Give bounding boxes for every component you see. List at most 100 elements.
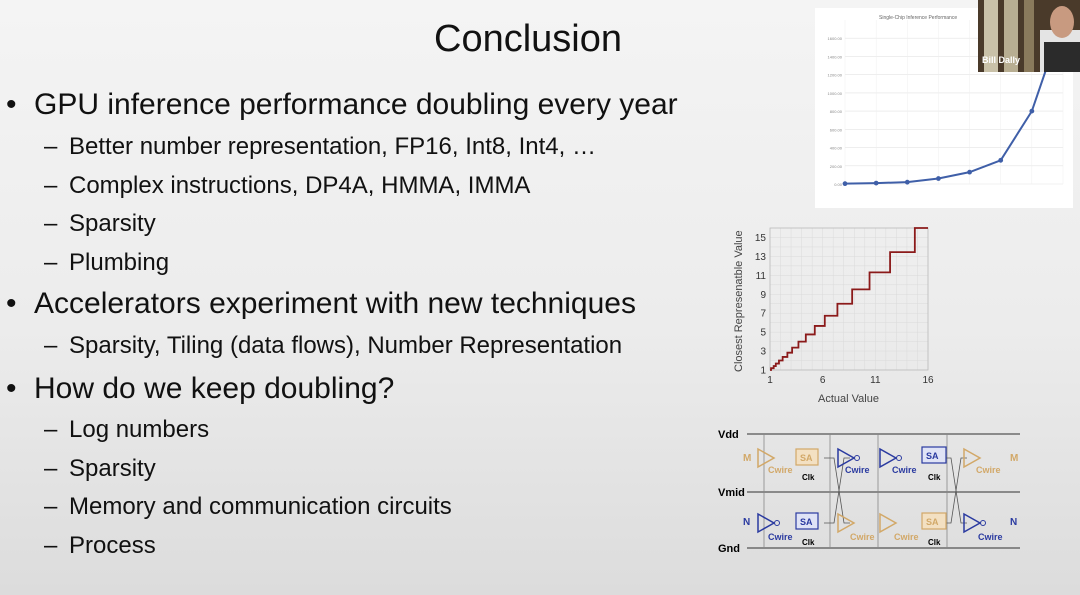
rail-label-vmid: Vmid <box>718 487 745 499</box>
clock-label: Clk <box>928 538 941 547</box>
wire-cap-label: Cwire <box>894 532 919 542</box>
clock-label: Clk <box>802 473 815 482</box>
circuit-diagram: Vdd Vmid Gnd M M N N Cwire SA Clk Cwire C… <box>712 418 1024 563</box>
sense-amp-label: SA <box>800 517 813 527</box>
log-y-tick: 15 <box>755 233 767 244</box>
signal-label-n-left: N <box>743 517 750 528</box>
wire-cap-label: Cwire <box>850 532 875 542</box>
circuit-svg: Vdd Vmid Gnd M M N N Cwire SA Clk Cwire C… <box>718 429 1020 555</box>
wire-cap-label: Cwire <box>976 465 1001 475</box>
log-plot-frame <box>769 227 929 371</box>
rail-label-gnd: Gnd <box>718 543 740 555</box>
rail-label-vdd: Vdd <box>718 429 739 441</box>
perf-y-tick: 0.00 <box>834 182 843 187</box>
perf-point <box>1029 108 1035 114</box>
log-y-tick: 13 <box>755 252 767 263</box>
perf-point <box>936 176 941 181</box>
sub-bullet-item: – Sparsity, Tiling (data flows), Number R… <box>44 332 623 359</box>
sub-bullet-item: – Plumbing <box>44 249 170 276</box>
sub-bullet-text: Better number representation, FP16, Int8… <box>69 133 596 160</box>
bullet-item: • How do we keep doubling? <box>6 372 394 406</box>
log-x-tick: 6 <box>820 375 826 386</box>
bullet-text: GPU inference performance doubling every… <box>34 88 678 121</box>
bullet-item: • GPU inference performance doubling ever… <box>6 88 678 122</box>
log-chart-xlabel: Actual Value <box>818 393 879 405</box>
driver-icon: Cwire <box>963 512 1003 542</box>
log-y-tick: 1 <box>760 366 766 377</box>
perf-y-tick: 200.00 <box>830 164 843 169</box>
slide-title: Conclusion <box>434 18 622 60</box>
driver-icon: Cwire <box>837 447 870 475</box>
sub-bullet-text: Plumbing <box>69 249 170 276</box>
log-y-tick: 3 <box>760 347 766 358</box>
sense-amp-icon: SA Clk <box>795 448 819 482</box>
wire-cap-label: Cwire <box>845 465 870 475</box>
clock-label: Clk <box>802 538 815 547</box>
perf-point <box>998 157 1004 163</box>
bullet-text: Accelerators experiment with new techniq… <box>34 287 636 320</box>
sub-bullet-item: – Log numbers <box>44 416 210 443</box>
bullet-dot-icon: • <box>6 372 17 405</box>
bullet-text: How do we keep doubling? <box>34 372 395 405</box>
perf-y-tick: 1400.00 <box>828 54 843 59</box>
signal-label-m-left: M <box>743 453 751 464</box>
bullet-dot-icon: • <box>6 88 17 121</box>
sense-amp-label: SA <box>800 453 813 463</box>
perf-y-tick: 400.00 <box>830 146 843 151</box>
sub-bullet-text: Log numbers <box>69 416 210 443</box>
log-series-line <box>770 227 928 371</box>
speaker-name: Bill Dally <box>982 55 1021 65</box>
driver-icon: Cwire <box>879 512 919 542</box>
speaker-video-frame <box>978 0 1080 72</box>
log-number-svg: Closest Represenatble Value Actual Value… <box>733 227 934 405</box>
perf-y-tick: 1200.00 <box>828 73 843 78</box>
speaker-video[interactable]: Bill Dally <box>978 0 1080 72</box>
perf-point <box>904 179 910 185</box>
wire-cap-label: Cwire <box>892 465 917 475</box>
sub-bullet-item: – Sparsity <box>44 210 156 237</box>
sub-bullet-text: Sparsity, Tiling (data flows), Number Re… <box>69 332 623 359</box>
sense-amp-label: SA <box>926 451 939 461</box>
sub-bullet-text: Process <box>69 532 156 559</box>
sense-amp-icon: SA Clk <box>921 446 947 482</box>
driver-icon: Cwire <box>757 447 793 475</box>
perf-series-line <box>844 19 1064 185</box>
perf-y-tick: 600.00 <box>830 127 843 132</box>
bullet-item: • Accelerators experiment with new techni… <box>6 287 636 321</box>
wire-cap-label: Cwire <box>768 532 793 542</box>
sub-bullet-text: Sparsity <box>69 455 156 482</box>
signal-label-n-right: N <box>1010 517 1017 528</box>
perf-point <box>842 181 848 187</box>
perf-chart-title: Single-Chip Inference Performance <box>879 15 957 21</box>
driver-icon: Cwire <box>963 447 1001 475</box>
log-y-tick: 9 <box>760 290 766 301</box>
log-y-tick: 11 <box>756 271 767 282</box>
log-x-tick: 16 <box>922 375 934 386</box>
sub-bullet-text: Memory and communication circuits <box>69 493 452 520</box>
perf-y-tick: 1600.00 <box>828 36 843 41</box>
sub-bullet-item: – Complex instructions, DP4A, HMMA, IMMA <box>44 172 531 199</box>
perf-point <box>873 180 879 186</box>
log-x-tick: 11 <box>870 375 881 386</box>
bullet-dot-icon: • <box>6 287 17 320</box>
sense-amp-icon: SA Clk <box>795 512 819 547</box>
log-y-tick: 7 <box>760 309 766 320</box>
wire-cap-label: Cwire <box>978 532 1003 542</box>
perf-y-tick: 1000.00 <box>828 91 843 96</box>
driver-icon: Cwire <box>879 447 917 475</box>
perf-point <box>967 169 972 175</box>
sub-bullet-item: – Better number representation, FP16, Int… <box>44 133 596 160</box>
wire-cap-label: Cwire <box>768 465 793 475</box>
signal-label-m-right: M <box>1010 453 1018 464</box>
sub-bullet-text: Complex instructions, DP4A, HMMA, IMMA <box>69 172 531 199</box>
perf-y-tick: 800.00 <box>830 109 843 114</box>
driver-icon: Cwire <box>837 512 875 542</box>
log-number-chart: Closest Represenatble Value Actual Value… <box>728 220 938 410</box>
clock-label: Clk <box>928 473 941 482</box>
sub-bullet-text: Sparsity <box>69 210 156 237</box>
sub-bullet-item: – Process <box>44 532 156 559</box>
sub-bullet-item: – Memory and communication circuits <box>44 493 452 520</box>
log-y-tick: 5 <box>760 328 766 339</box>
sense-amp-icon: SA Clk <box>921 512 947 547</box>
log-x-tick: 1 <box>767 375 773 386</box>
